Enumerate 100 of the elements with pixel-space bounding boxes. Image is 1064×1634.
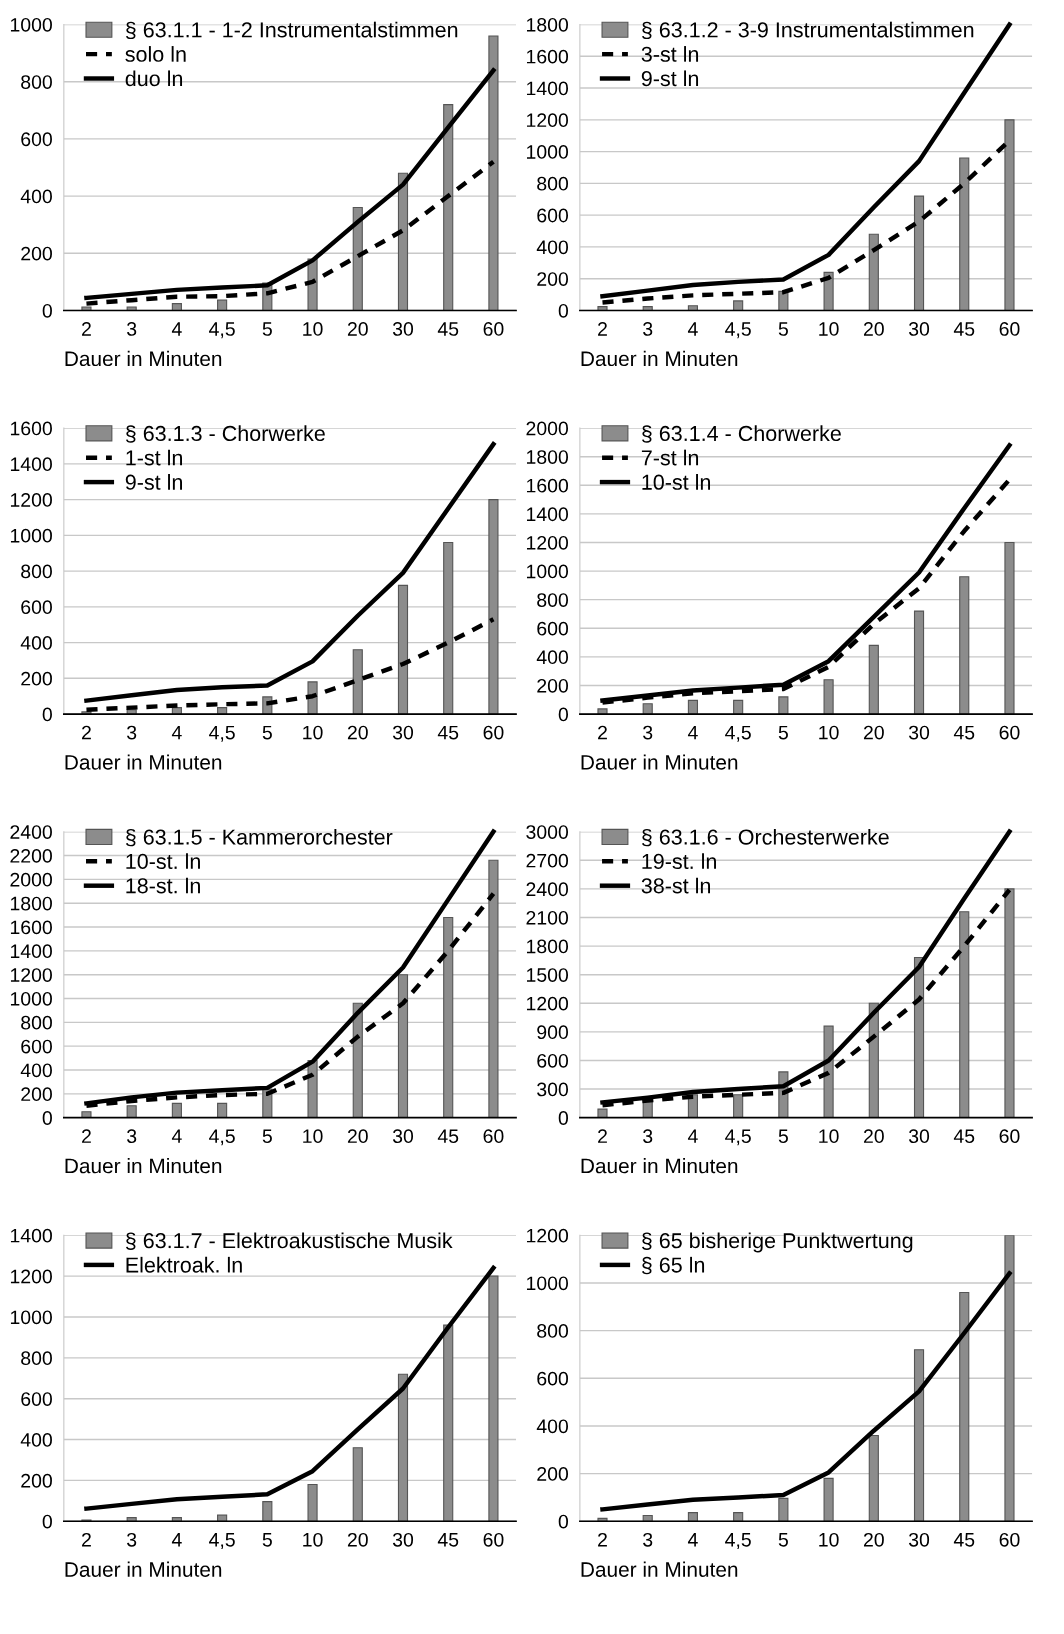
y-tick-label: 1500 (527, 968, 569, 982)
x-tick-label: 60 (483, 725, 504, 740)
y-tick-label: 0 (558, 707, 569, 722)
legend-label: § 65 bisherige Punktwertung (642, 1232, 913, 1253)
y-tick-label: 1600 (527, 478, 569, 493)
x-tick-label: 60 (999, 1129, 1020, 1144)
y-tick-label: 1400 (10, 944, 52, 959)
x-tick-label: 20 (863, 1532, 884, 1547)
x-tick-label: 3 (643, 1129, 653, 1144)
y-tick-label: 800 (21, 1351, 52, 1366)
legend-label: § 65 ln (642, 1256, 705, 1275)
y-tick-label: 1000 (10, 17, 52, 32)
y-tick-label: 2000 (10, 872, 52, 887)
x-tick-label: 30 (908, 322, 930, 336)
legend-label: 9-st ln (641, 70, 699, 87)
x-tick-label: 4 (687, 1129, 698, 1143)
y-tick-label: 400 (536, 240, 569, 255)
x-axis-title: Dauer in Minuten (581, 754, 738, 770)
x-tick-label: 4,5 (725, 1533, 751, 1549)
legend-label: 19-st. ln (642, 853, 716, 870)
x-tick-label: 5 (778, 1129, 788, 1144)
y-tick-label: 200 (21, 246, 52, 261)
y-tick-label: 1000 (527, 564, 569, 579)
x-axis-title: Dauer in Minuten (581, 1158, 738, 1174)
x-tick-label: 45 (953, 1533, 975, 1547)
x-tick-label: 45 (953, 725, 975, 740)
x-tick-label: 10 (819, 1532, 839, 1547)
y-tick-label: 2400 (10, 825, 52, 839)
x-tick-label: 30 (908, 1129, 930, 1144)
y-tick-label: 0 (558, 1111, 569, 1125)
y-tick-label: 200 (21, 1087, 52, 1102)
y-tick-label: 600 (21, 1039, 52, 1054)
x-tick-label: 45 (437, 322, 459, 336)
y-tick-label: 800 (21, 564, 52, 579)
y-tick-label: 1200 (527, 535, 569, 550)
x-tick-label: 2 (82, 322, 91, 336)
legend-label: 3-st ln (641, 46, 699, 62)
x-tick-label: 4 (171, 1533, 182, 1547)
x-tick-label: 10 (819, 1129, 839, 1144)
x-tick-label: 60 (483, 1129, 504, 1144)
x-tick-label: 5 (778, 1533, 788, 1547)
x-tick-label: 30 (392, 1129, 414, 1144)
y-tick-label: 400 (20, 636, 52, 650)
y-tick-label: 1000 (10, 1310, 52, 1325)
y-tick-label: 3000 (526, 825, 569, 839)
x-tick-label: 5 (778, 322, 788, 336)
x-tick-label: 20 (347, 1532, 368, 1547)
y-tick-label: 200 (537, 678, 569, 693)
x-tick-label: 20 (863, 1129, 884, 1144)
x-tick-label: 2 (82, 725, 91, 740)
y-tick-label: 0 (42, 1111, 52, 1125)
y-tick-label: 2000 (526, 421, 569, 436)
y-tick-label: 600 (537, 1053, 569, 1068)
x-axis-title: Dauer in Minuten (65, 1158, 222, 1174)
x-tick-label: 2 (598, 1129, 607, 1143)
x-tick-label: 30 (392, 1532, 414, 1547)
y-tick-label: 0 (42, 1514, 52, 1529)
x-tick-label: 4 (687, 1533, 698, 1547)
y-tick-label: 200 (21, 1473, 52, 1488)
x-tick-label: 5 (262, 322, 272, 336)
x-axis-title: Dauer in Minuten (65, 754, 222, 770)
legend-label: 38-st ln (641, 877, 711, 894)
legend-label: solo ln (125, 46, 186, 62)
y-tick-label: 600 (21, 132, 52, 147)
y-tick-label: 1400 (10, 1228, 52, 1243)
x-tick-label: 10 (303, 1129, 323, 1144)
x-tick-label: 2 (598, 322, 607, 336)
x-tick-label: 5 (262, 1129, 272, 1144)
y-tick-label: 200 (21, 671, 52, 686)
x-tick-label: 5 (778, 725, 788, 740)
legend-label: § 63.1.2 - 3-9 Instrumentalstimmen (642, 21, 974, 40)
y-tick-label: 1600 (527, 49, 569, 64)
y-tick-label: 1000 (527, 145, 569, 159)
x-tick-label: 4 (171, 725, 182, 740)
legend-label: § 63.1.1 - 1-2 Instrumentalstimmen (125, 21, 458, 40)
x-tick-label: 10 (303, 1532, 323, 1547)
y-tick-label: 900 (537, 1025, 569, 1040)
x-tick-label: 30 (392, 725, 414, 740)
x-tick-label: 3 (643, 322, 653, 336)
y-tick-label: 0 (558, 303, 569, 318)
y-tick-label: 1200 (527, 1228, 569, 1243)
x-tick-label: 20 (863, 725, 884, 740)
y-tick-label: 1600 (10, 421, 52, 436)
y-tick-label: 400 (20, 1063, 52, 1078)
y-tick-label: 400 (536, 650, 569, 665)
x-tick-label: 4 (171, 322, 182, 336)
x-tick-label: 60 (999, 725, 1020, 740)
y-tick-label: 1000 (527, 1276, 569, 1291)
x-tick-label: 60 (999, 322, 1020, 336)
x-tick-label: 4,5 (725, 725, 751, 742)
x-tick-label: 3 (127, 1129, 137, 1144)
y-tick-label: 1200 (527, 996, 569, 1011)
x-tick-label: 20 (347, 725, 368, 740)
y-tick-label: 1400 (10, 457, 52, 472)
x-tick-label: 10 (303, 725, 323, 740)
x-tick-label: 45 (953, 1129, 975, 1144)
y-tick-label: 1400 (527, 507, 569, 522)
y-tick-label: 1800 (10, 896, 52, 911)
x-tick-label: 3 (643, 725, 653, 740)
legend-label: 1-st ln (126, 449, 182, 466)
